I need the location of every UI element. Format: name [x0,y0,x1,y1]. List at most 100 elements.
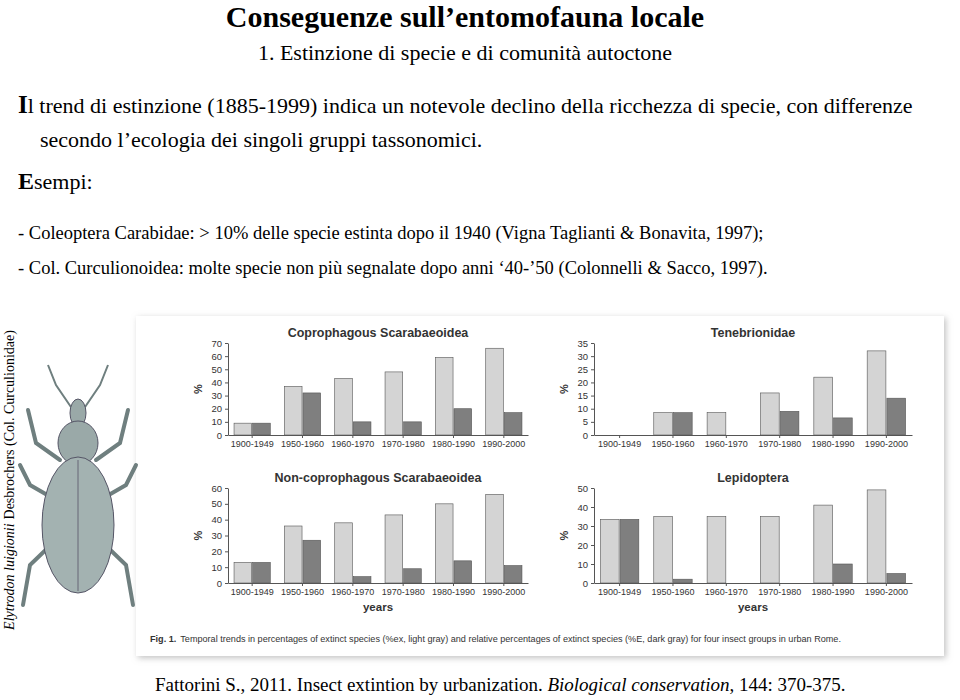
x-tick-mark [886,435,887,438]
x-axis: 1900-19491950-19601960-19701970-19801980… [595,435,913,449]
y-tick: 30 [211,390,228,401]
y-tick: 10 [211,562,228,573]
y-tick-label: 60 [211,351,222,362]
bar [404,569,422,583]
x-tick-mark [726,435,727,438]
y-axis: 01020304050 [577,483,594,589]
bar [486,348,504,435]
y-tick-mark [225,356,228,357]
x-tick: 1950-1960 [651,435,694,449]
x-tick: 1970-1980 [758,435,801,449]
y-tick: 50 [211,498,228,509]
x-tick: 1970-1980 [758,583,801,597]
x-tick-label: 1990-2000 [482,587,525,597]
beetle-suture [78,460,79,591]
bar [673,413,692,435]
y-tick-label: 25 [577,364,588,375]
y-tick-label: 40 [211,377,222,388]
y-tick-mark [591,343,594,344]
x-tick-label: 1960-1970 [331,587,374,597]
bar [284,386,302,435]
slide-title: Conseguenze sull’entomofauna locale [0,0,930,34]
bar [454,409,472,435]
x-tick: 1960-1970 [705,435,748,449]
bar [887,574,906,584]
y-tick: 30 [577,521,594,532]
y-tick: 20 [577,540,594,551]
x-tick-mark [403,435,404,438]
y-tick-label: 10 [577,559,588,570]
y-tick-mark [591,422,594,423]
y-tick-mark [591,396,594,397]
x-tick: 1980-1990 [432,435,475,449]
y-tick-label: 20 [211,403,222,414]
y-tick-label: 60 [211,483,222,494]
bar [707,413,726,435]
y-tick: 10 [577,559,594,570]
x-axis: 1900-19491950-19601960-19701970-19801980… [229,435,529,449]
bar [867,490,886,583]
image-caption-species: Elytrodon luigionii [2,523,17,631]
x-tick-mark [252,583,253,586]
bar [834,564,853,583]
y-axis-title: % [192,530,204,540]
citation-rest: , 144: 370-375. [730,674,846,695]
bar [435,357,453,435]
y-tick-label: 30 [577,351,588,362]
x-tick: 1900-1949 [231,583,274,597]
chart-title: Lepidoptera [717,471,790,485]
figure-caption-label: Fig. 1. [150,634,176,644]
beetle-elytra [42,457,114,593]
x-tick-mark [453,435,454,438]
y-tick: 0 [583,578,594,589]
x-tick-label: 1960-1970 [705,439,748,449]
x-tick-mark [726,583,727,586]
bar [727,583,746,584]
y-tick-mark [591,526,594,527]
y-tick-label: 30 [211,390,222,401]
chart-title: Coprophagous Scarabaeoidea [288,326,470,340]
x-tick: 1950-1960 [281,583,324,597]
y-tick-label: 35 [577,338,588,349]
x-tick-mark [619,583,620,586]
x-axis-line [595,583,913,584]
y-tick-label: 0 [583,578,588,589]
image-caption: Elytrodon luigioniiDesbrochers (Col. Cur… [2,330,18,631]
bar [486,494,504,583]
figure-caption-text: Temporal trends in percentages of extinc… [180,634,841,644]
x-tick-label: 1970-1980 [758,587,801,597]
bar [620,519,639,583]
chart-title: Tenebrionidae [711,326,796,340]
x-axis: 1900-19491950-19601960-19701970-19801980… [229,583,529,597]
y-axis-line [228,489,229,584]
x-tick-mark [779,435,780,438]
x-tick-mark [833,583,834,586]
x-tick-label: 1980-1990 [432,439,475,449]
y-tick-mark [591,435,594,436]
y-tick-mark [225,422,228,423]
x-tick-label: 1960-1970 [331,439,374,449]
bar [303,393,321,435]
y-tick-mark [591,488,594,489]
beetle-antenna [48,365,73,410]
x-tick-mark [672,583,673,586]
y-axis: 0102030405060 [211,483,228,589]
y-tick: 20 [577,377,594,388]
y-tick-mark [225,551,228,552]
bar [814,377,833,435]
y-axis-title: % [558,530,570,540]
y-axis-title: % [558,384,570,394]
x-tick-label: 1950-1960 [281,587,324,597]
bar [253,423,271,435]
bar [654,413,673,435]
x-tick-label: 1970-1980 [382,439,425,449]
y-tick: 0 [217,578,228,589]
bar [600,519,619,583]
y-tick: 0 [583,430,594,441]
y-axis: 05101520253035 [577,338,594,441]
y-axis-line [594,344,595,436]
figure-panel [136,316,944,656]
bar [673,579,692,583]
x-tick-label: 1900-1949 [231,439,274,449]
x-tick-label: 1990-2000 [482,439,525,449]
